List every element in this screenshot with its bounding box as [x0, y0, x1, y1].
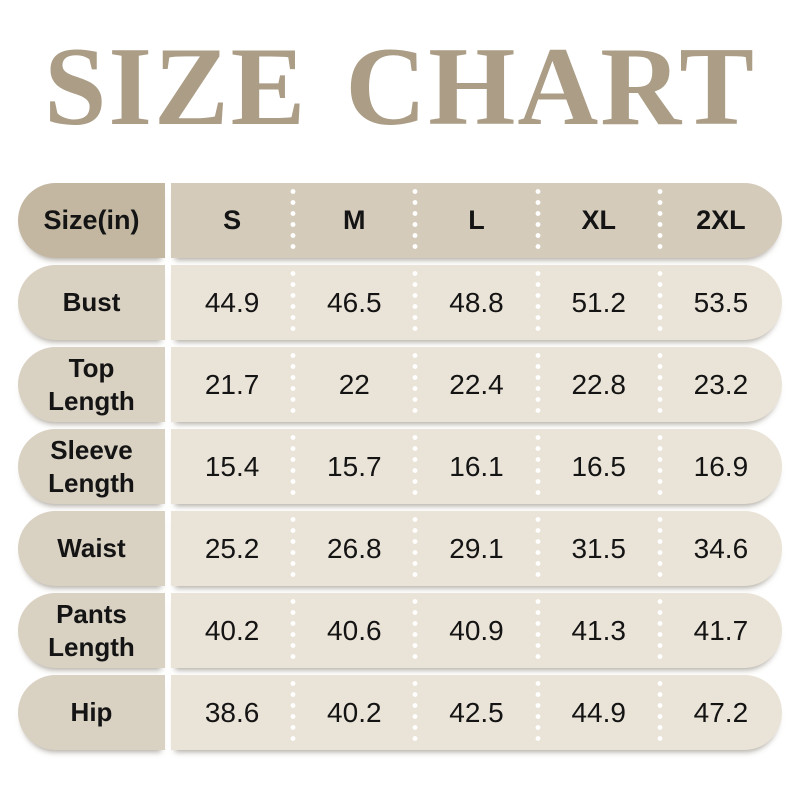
value-cell: 47.2: [656, 675, 782, 750]
value-cell: 41.7: [656, 593, 782, 668]
value-cell: 48.8: [412, 265, 537, 340]
value-text: 41.7: [693, 614, 749, 646]
value-cell: 16.1: [412, 429, 537, 504]
value-text: 40.6: [327, 614, 382, 646]
row-values: 25.2 26.8 29.1 31.5 34.6: [171, 511, 782, 586]
column-header-m: M: [290, 183, 415, 258]
value-cell: 44.9: [204, 286, 260, 318]
value-cell: 40.2: [204, 614, 260, 646]
column-header-label: L: [468, 205, 485, 235]
value-text: 16.1: [449, 450, 504, 482]
value-text: 51.2: [571, 286, 626, 318]
value-cell: 46.5: [290, 265, 415, 340]
value-cell: 42.5: [412, 675, 537, 750]
column-header-2xl: 2XL: [656, 183, 782, 258]
value-cell: 21.7: [204, 368, 260, 400]
table-row-hip: Hip 38.6 40.2 42.5 44.9 47.2: [18, 675, 782, 750]
header-size-columns: S M L XL 2XL: [171, 183, 782, 258]
value-cell: 29.1: [412, 511, 537, 586]
value-text: 23.2: [693, 368, 749, 400]
column-header-label: M: [343, 205, 366, 235]
row-label: Top Length: [18, 347, 165, 422]
column-header-s: S: [223, 205, 242, 235]
value-cell: 40.6: [290, 593, 415, 668]
table-row-sleeve-length: Sleeve Length 15.4 15.7 16.1 16.5 16.9: [18, 429, 782, 504]
table-row-pants-length: Pants Length 40.2 40.6 40.9 41.3 41.7: [18, 593, 782, 668]
row-label: Pants Length: [18, 593, 165, 668]
value-text: 53.5: [693, 286, 749, 318]
value-text: 44.9: [571, 696, 626, 728]
value-cell: 40.9: [412, 593, 537, 668]
table-header-row: Size(in) S M L XL 2XL: [18, 183, 782, 258]
value-text: 46.5: [327, 286, 382, 318]
column-header-label: 2XL: [696, 205, 746, 235]
value-cell: 22.4: [412, 347, 537, 422]
value-cell: 22: [290, 347, 415, 422]
value-text: 48.8: [449, 286, 504, 318]
value-text: 15.7: [327, 450, 382, 482]
value-text: 41.3: [571, 614, 626, 646]
value-cell: 25.2: [204, 532, 260, 564]
header-size-unit-label: Size(in): [18, 183, 165, 258]
value-cell: 23.2: [656, 347, 782, 422]
column-header-xl: XL: [534, 183, 660, 258]
value-text: 22.4: [449, 368, 504, 400]
row-label: Waist: [18, 511, 165, 586]
value-text: 47.2: [693, 696, 749, 728]
row-label: Hip: [18, 675, 165, 750]
value-cell: 41.3: [534, 593, 660, 668]
page-title: SIZE CHART: [44, 25, 756, 149]
value-cell: 44.9: [534, 675, 660, 750]
value-text: 40.9: [449, 614, 504, 646]
value-text: 22: [338, 368, 370, 400]
value-cell: 15.7: [290, 429, 415, 504]
value-cell: 40.2: [290, 675, 415, 750]
value-text: 42.5: [449, 696, 504, 728]
value-text: 22.8: [571, 368, 626, 400]
value-cell: 16.9: [656, 429, 782, 504]
value-text: 40.2: [327, 696, 382, 728]
row-values: 44.9 46.5 48.8 51.2 53.5: [171, 265, 782, 340]
column-header-label: XL: [581, 205, 616, 235]
row-values: 40.2 40.6 40.9 41.3 41.7: [171, 593, 782, 668]
table-row-waist: Waist 25.2 26.8 29.1 31.5 34.6: [18, 511, 782, 586]
value-text: 29.1: [449, 532, 504, 564]
value-text: 34.6: [693, 532, 749, 564]
row-label: Bust: [18, 265, 165, 340]
value-text: 16.9: [693, 450, 749, 482]
column-header-l: L: [412, 183, 537, 258]
value-cell: 38.6: [204, 696, 260, 728]
value-cell: 16.5: [534, 429, 660, 504]
row-label: Sleeve Length: [18, 429, 165, 504]
value-cell: 31.5: [534, 511, 660, 586]
value-cell: 26.8: [290, 511, 415, 586]
row-values: 21.7 22 22.4 22.8 23.2: [171, 347, 782, 422]
table-row-bust: Bust 44.9 46.5 48.8 51.2 53.5: [18, 265, 782, 340]
value-cell: 34.6: [656, 511, 782, 586]
value-cell: 22.8: [534, 347, 660, 422]
value-text: 26.8: [327, 532, 382, 564]
value-cell: 51.2: [534, 265, 660, 340]
row-values: 15.4 15.7 16.1 16.5 16.9: [171, 429, 782, 504]
table-row-top-length: Top Length 21.7 22 22.4 22.8 23.2: [18, 347, 782, 422]
value-text: 16.5: [571, 450, 626, 482]
value-text: 31.5: [571, 532, 626, 564]
row-values: 38.6 40.2 42.5 44.9 47.2: [171, 675, 782, 750]
size-chart-table: Size(in) S M L XL 2XL Bust 44.9 46.5 48.…: [18, 183, 782, 750]
value-cell: 15.4: [204, 450, 260, 482]
value-cell: 53.5: [656, 265, 782, 340]
